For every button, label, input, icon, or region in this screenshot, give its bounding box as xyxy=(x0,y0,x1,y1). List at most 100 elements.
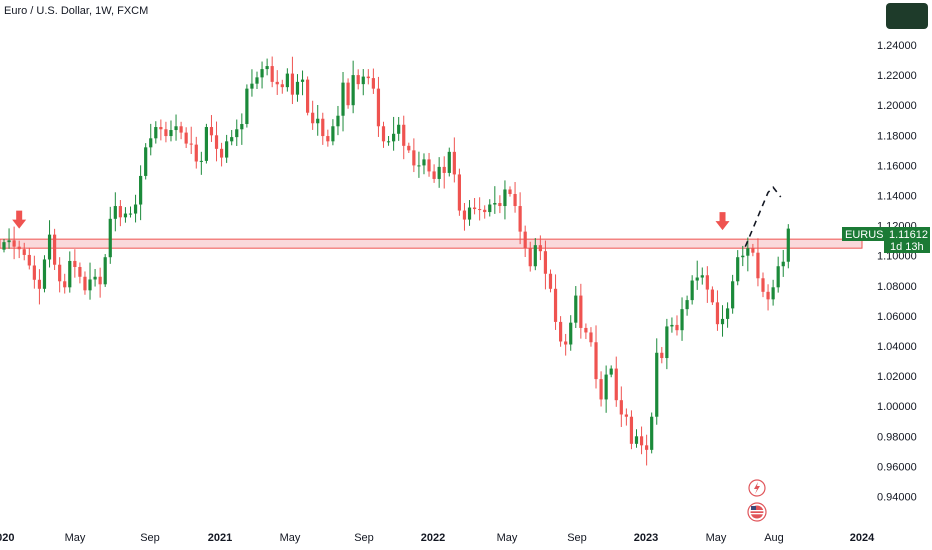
x-tick-label: May xyxy=(497,532,518,544)
candle-body xyxy=(634,436,639,444)
candle-body xyxy=(665,326,669,359)
candle-body xyxy=(559,321,563,342)
candle-layer xyxy=(2,56,790,466)
candle-body xyxy=(528,248,532,267)
candle-body xyxy=(139,175,143,205)
candle-body xyxy=(371,78,375,89)
candle-body xyxy=(250,83,254,89)
candle-body xyxy=(452,151,456,175)
symbol-tag: EURUSD xyxy=(845,229,892,241)
candle-body xyxy=(225,141,229,158)
candle-body xyxy=(164,129,168,137)
candle-body xyxy=(781,261,785,267)
candle-body xyxy=(169,130,173,137)
candle-body xyxy=(366,76,370,79)
zone-layer xyxy=(0,238,863,249)
corner-button[interactable] xyxy=(886,3,928,29)
candle-body xyxy=(189,143,193,145)
candle-body xyxy=(53,234,57,265)
candle-body xyxy=(397,124,401,134)
candle-body xyxy=(594,342,598,380)
candle-body xyxy=(422,159,426,166)
candle-body xyxy=(751,248,755,253)
candle-body xyxy=(523,231,527,249)
candle-body xyxy=(149,138,153,148)
candle-body xyxy=(604,374,608,400)
candle-body xyxy=(488,204,492,213)
candle-body xyxy=(746,248,750,256)
candle-body xyxy=(93,276,97,280)
candle-body xyxy=(68,260,72,288)
candle-body xyxy=(270,66,274,82)
candle-body xyxy=(392,133,396,142)
projection-path xyxy=(744,186,782,247)
x-tick-label: Aug xyxy=(764,532,784,544)
candle-body xyxy=(483,209,487,213)
candle-body xyxy=(513,193,517,207)
candle-body xyxy=(295,81,300,95)
candle-body xyxy=(427,159,431,172)
candle-body xyxy=(645,445,649,450)
candle-body xyxy=(336,115,340,127)
candle-body xyxy=(376,88,381,127)
candle-body xyxy=(614,368,618,401)
candle-body xyxy=(300,79,305,82)
candle-body xyxy=(341,82,345,116)
candle-body xyxy=(574,295,578,323)
candle-body xyxy=(194,144,198,162)
down-arrow-icon xyxy=(12,210,27,229)
candle-body xyxy=(103,257,107,285)
candle-body xyxy=(715,302,720,325)
candle-body xyxy=(609,368,613,375)
y-tick-label: 0.98000 xyxy=(877,431,917,443)
marker-layer xyxy=(12,210,730,231)
event-icons xyxy=(747,479,767,522)
y-tick-label: 1.16000 xyxy=(877,160,917,172)
y-tick-label: 1.04000 xyxy=(877,341,917,353)
candle-body xyxy=(447,151,451,173)
x-tick-label: May xyxy=(280,532,301,544)
candle-body xyxy=(47,234,52,260)
candle-body xyxy=(118,206,122,218)
candle-body xyxy=(260,69,264,78)
candle-body xyxy=(361,76,365,85)
price-tag-bg xyxy=(884,227,930,253)
candle-body xyxy=(174,126,178,131)
candle-body xyxy=(37,279,42,289)
candle-body xyxy=(88,279,92,291)
candle-body xyxy=(579,295,583,328)
candle-body xyxy=(407,145,411,151)
x-tick-label: 2021 xyxy=(208,532,232,544)
candle-body xyxy=(133,204,138,214)
candle-body xyxy=(503,189,507,207)
y-tick-label: 1.08000 xyxy=(877,281,917,293)
candle-body xyxy=(766,291,770,300)
candle-body xyxy=(736,257,740,282)
candle-body xyxy=(128,213,133,215)
candle-body xyxy=(381,126,386,142)
y-tick-label: 1.22000 xyxy=(877,70,917,82)
candle-body xyxy=(584,327,588,333)
candle-body xyxy=(58,264,62,282)
y-tick-label: 1.10000 xyxy=(877,251,917,263)
candle-body xyxy=(478,209,482,211)
candle-body xyxy=(27,254,31,266)
candle-body xyxy=(624,414,628,417)
candle-body xyxy=(285,73,289,88)
candle-body xyxy=(776,266,780,288)
candle-body xyxy=(240,124,244,130)
x-tick-label: 2023 xyxy=(634,532,658,544)
candle-body xyxy=(280,84,284,88)
candle-body xyxy=(356,75,360,85)
candle-body xyxy=(83,276,87,291)
candle-body xyxy=(493,203,497,205)
y-tick-label: 1.00000 xyxy=(877,401,917,413)
candle-body xyxy=(290,73,295,95)
candle-body xyxy=(184,132,188,144)
candle-body xyxy=(462,210,467,220)
lightning-glyph xyxy=(754,482,760,494)
candle-body xyxy=(265,66,269,70)
candle-body xyxy=(700,275,704,278)
candle-body xyxy=(518,206,522,232)
